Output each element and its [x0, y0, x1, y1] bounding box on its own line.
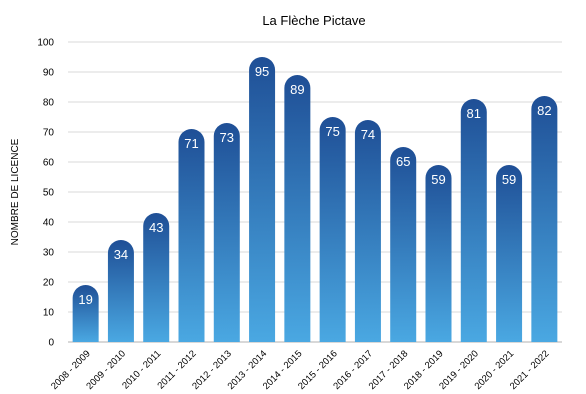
bar [460, 99, 487, 343]
data-label: 73 [220, 130, 234, 145]
y-tick-label: 30 [43, 248, 55, 259]
y-tick-label: 90 [43, 68, 55, 79]
bar [143, 213, 170, 342]
data-label: 95 [255, 64, 269, 79]
y-tick-label: 0 [48, 338, 54, 349]
bar [319, 117, 346, 342]
data-label: 71 [184, 136, 198, 151]
data-label: 59 [431, 172, 445, 187]
bar [354, 120, 381, 342]
y-tick-label: 20 [43, 278, 55, 289]
data-label: 74 [361, 127, 375, 142]
gridlines [68, 41, 562, 343]
y-tick-label: 10 [43, 308, 55, 319]
data-label: 82 [537, 103, 551, 118]
y-tick-label: 70 [43, 128, 55, 139]
data-label: 81 [467, 106, 481, 121]
bar [425, 165, 452, 342]
bars [72, 56, 558, 343]
data-label: 59 [502, 172, 516, 187]
y-tick-label: 80 [43, 98, 55, 109]
y-tick-label: 50 [43, 188, 55, 199]
bar [107, 240, 134, 342]
y-tick-label: 60 [43, 158, 55, 169]
data-label: 89 [290, 82, 304, 97]
bar [496, 165, 523, 342]
data-label: 19 [78, 292, 92, 307]
bar [213, 123, 240, 343]
data-label: 65 [396, 154, 410, 169]
bar [72, 285, 99, 342]
data-label: 75 [325, 124, 339, 139]
data-label: 34 [114, 247, 128, 262]
y-axis-label: NOMBRE DE LICENCE [10, 138, 21, 245]
data-label: 43 [149, 220, 163, 235]
bar [249, 56, 276, 342]
y-tick-label: 100 [37, 38, 54, 49]
bar [390, 147, 417, 342]
data-labels: 19 34 43 71 73 95 89 75 74 65 59 81 59 82 [78, 64, 551, 307]
y-axis-ticks: 0 10 20 30 40 50 60 70 80 90 100 [37, 38, 54, 349]
bar [178, 129, 205, 342]
bar [531, 96, 558, 343]
bar [284, 75, 311, 342]
y-tick-label: 40 [43, 218, 55, 229]
chart-title: La Flèche Pictave [262, 13, 365, 28]
